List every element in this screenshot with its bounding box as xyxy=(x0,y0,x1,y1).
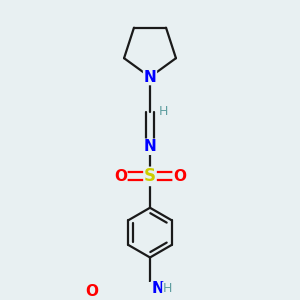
Text: N: N xyxy=(144,70,156,85)
Text: H: H xyxy=(159,105,169,119)
Text: O: O xyxy=(173,169,186,184)
Text: N: N xyxy=(152,281,164,296)
Text: O: O xyxy=(85,284,98,299)
Text: N: N xyxy=(144,139,156,154)
Text: H: H xyxy=(163,282,172,295)
Text: S: S xyxy=(144,167,156,185)
Text: O: O xyxy=(114,169,127,184)
